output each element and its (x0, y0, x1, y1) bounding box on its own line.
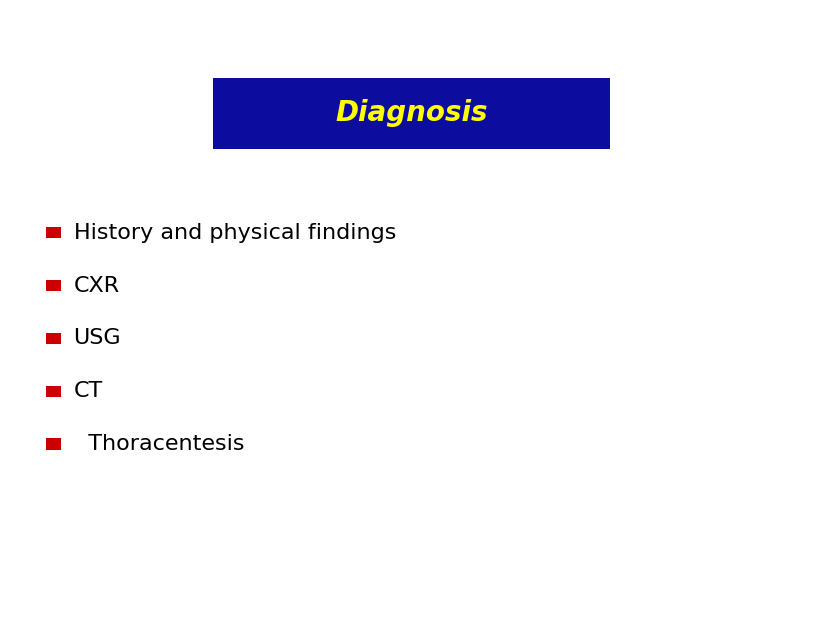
Text: USG: USG (74, 329, 121, 348)
Text: CT: CT (74, 381, 103, 401)
FancyBboxPatch shape (46, 280, 61, 291)
FancyBboxPatch shape (46, 333, 61, 344)
Text: Diagnosis: Diagnosis (335, 99, 488, 127)
FancyBboxPatch shape (46, 227, 61, 238)
FancyBboxPatch shape (46, 438, 61, 450)
FancyBboxPatch shape (46, 386, 61, 397)
Text: CXR: CXR (74, 276, 120, 296)
Text: Thoracentesis: Thoracentesis (74, 434, 244, 454)
FancyBboxPatch shape (213, 78, 610, 149)
Text: History and physical findings: History and physical findings (74, 223, 396, 243)
